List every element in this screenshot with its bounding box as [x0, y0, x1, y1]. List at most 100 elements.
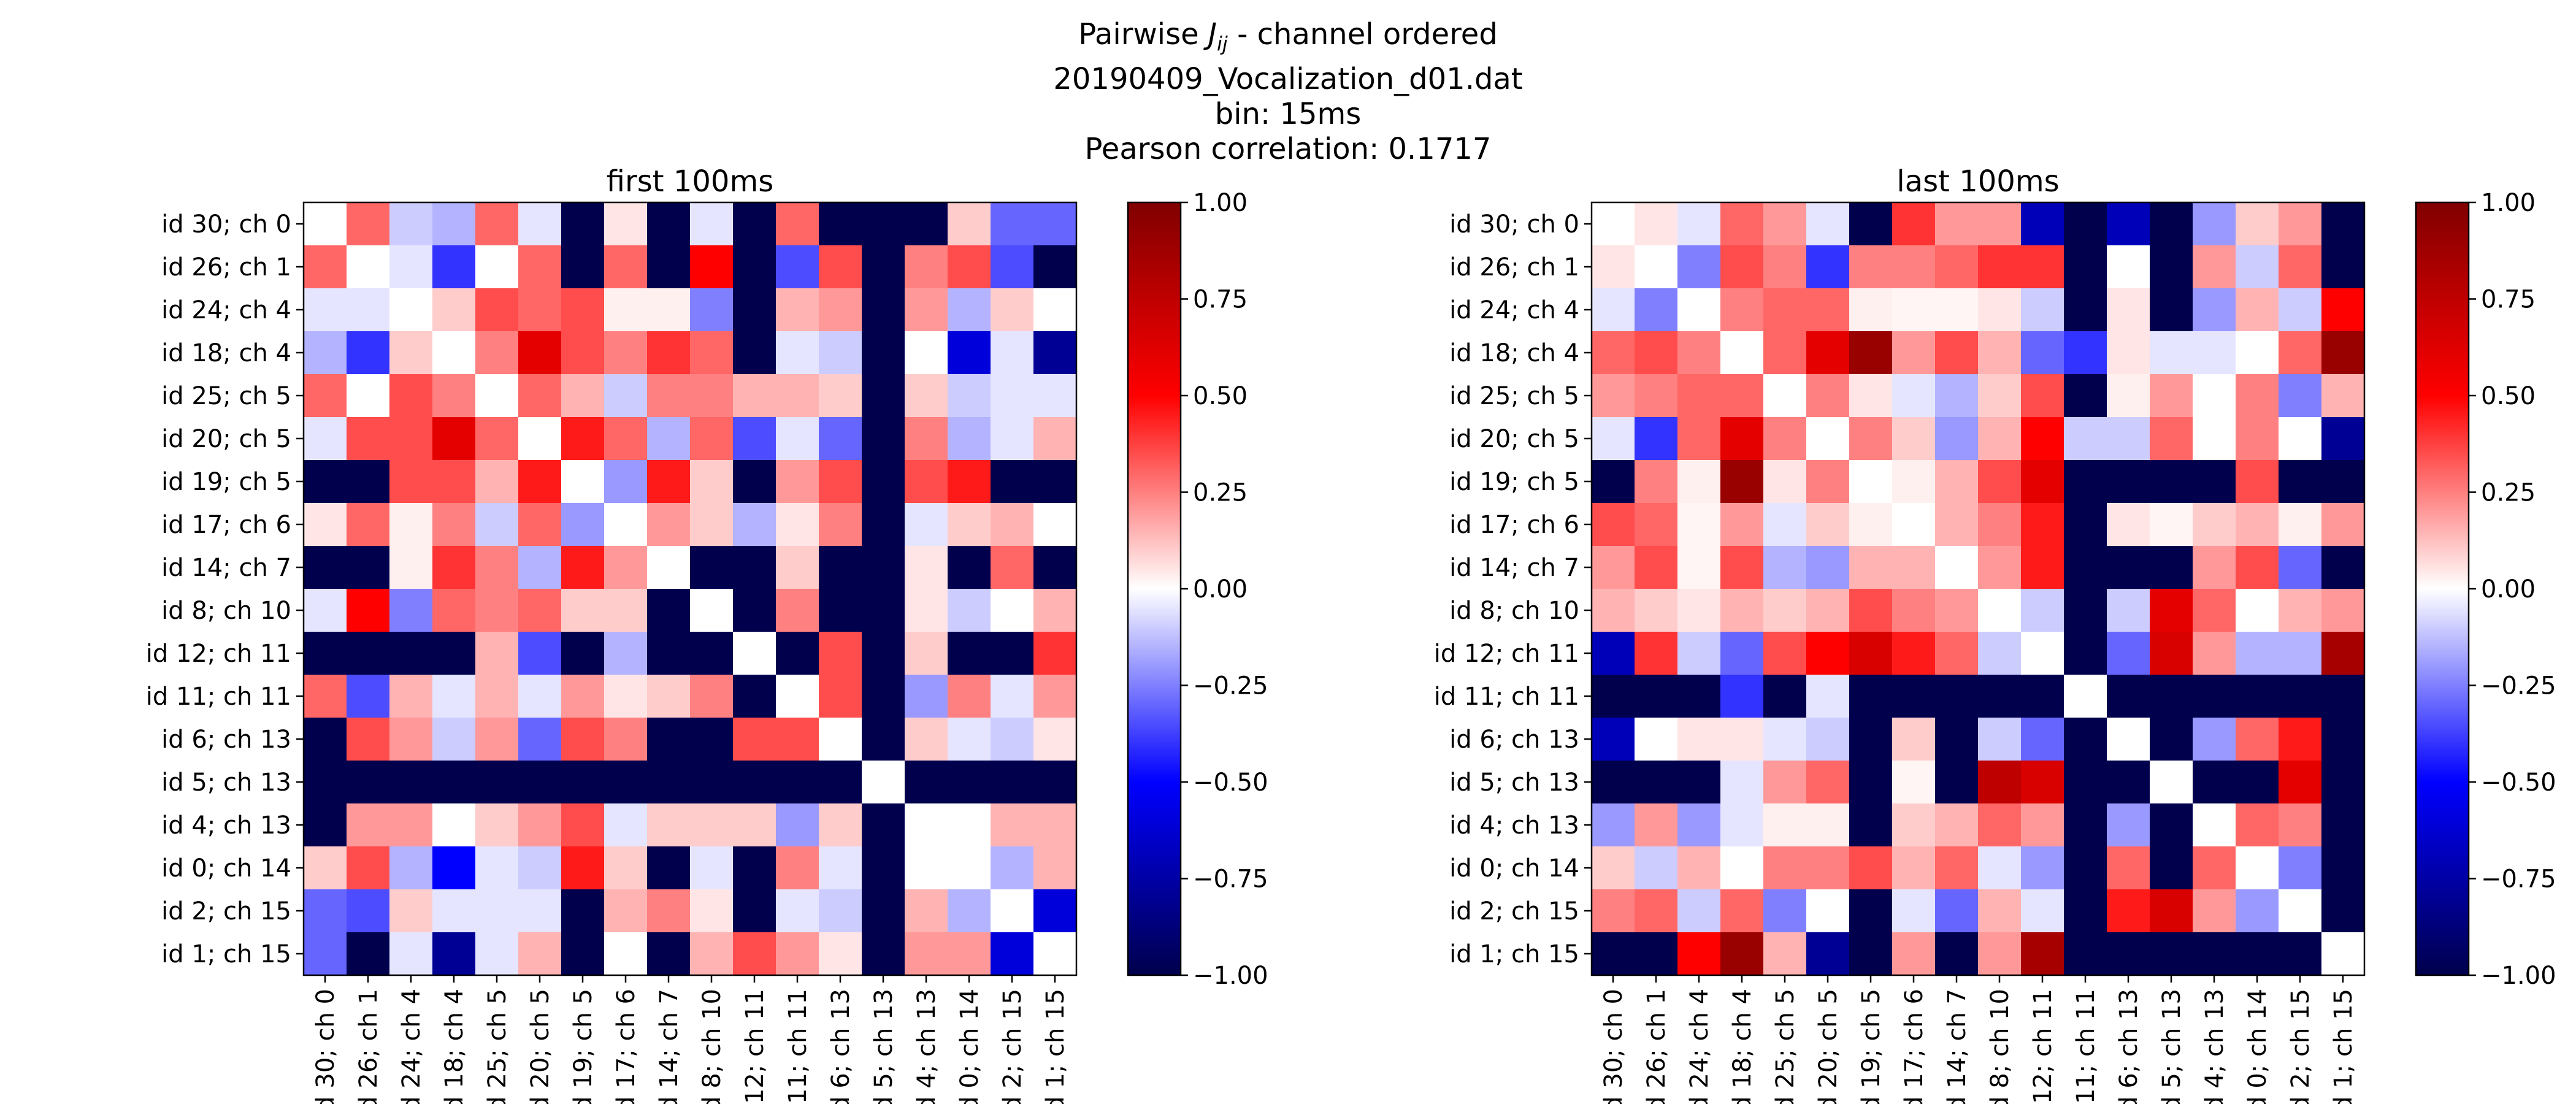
heatmap-cell	[1806, 932, 1850, 976]
heatmap-cell	[991, 675, 1034, 718]
heatmap-cell	[647, 803, 691, 847]
x-tick-label: id 5; ch 13	[870, 989, 898, 1104]
heatmap-cell	[2150, 803, 2193, 847]
heatmap-cell	[690, 374, 734, 418]
heatmap-cell	[2150, 374, 2193, 418]
heatmap-cell	[475, 288, 519, 332]
heatmap-cell	[1635, 245, 1678, 289]
y-tick-label: id 0; ch 14	[161, 854, 291, 883]
heatmap-cell	[2279, 589, 2322, 632]
heatmap-cell	[2279, 846, 2322, 890]
heatmap-cell	[1677, 589, 1721, 632]
heatmap-cell	[475, 374, 519, 418]
heatmap-cell	[1892, 803, 1936, 847]
y-tick-label: id 30; ch 0	[1449, 210, 1579, 239]
heatmap-cell	[1635, 331, 1678, 375]
heatmap-cell	[1978, 932, 2022, 976]
x-tick-label: id 14; ch 7	[1943, 989, 1971, 1104]
x-tick-label: id 30; ch 0	[312, 989, 340, 1104]
heatmap-cell	[2064, 675, 2107, 718]
heatmap-cell	[304, 589, 347, 632]
x-tick-label: id 2; ch 15	[2287, 989, 2315, 1104]
heatmap-cell	[733, 761, 776, 804]
heatmap-cell	[475, 846, 519, 890]
heatmap-cell	[1935, 589, 1979, 632]
heatmap-cell	[2236, 632, 2279, 675]
heatmap-cell	[2321, 761, 2365, 804]
heatmap-cell	[2064, 460, 2107, 504]
heatmap-cell	[2236, 932, 2279, 976]
heatmap-cell	[1763, 331, 1807, 375]
heatmap-cell	[518, 718, 562, 761]
heatmap-cell	[2279, 503, 2322, 546]
x-tick-label: id 0; ch 14	[956, 989, 984, 1104]
heatmap-cell	[604, 546, 648, 589]
heatmap-cell	[389, 331, 433, 375]
heatmap-cell	[561, 288, 605, 332]
heatmap-cell	[2150, 932, 2193, 976]
heatmap-cell	[518, 202, 562, 246]
heatmap-cell	[690, 503, 734, 546]
heatmap-cell	[347, 846, 390, 890]
heatmap-cell	[733, 675, 776, 718]
heatmap-cell	[690, 288, 734, 332]
colorbar-tick-label: 0.50	[2481, 382, 2536, 410]
y-tick-label: id 2; ch 15	[161, 897, 291, 926]
colorbar-tick-label: −0.25	[2481, 672, 2556, 700]
heatmap-cell	[1592, 288, 1635, 332]
heatmap-cell	[1849, 889, 1893, 933]
heatmap-cell	[2107, 718, 2150, 761]
y-tick-label: id 8; ch 10	[161, 597, 291, 625]
heatmap-cell	[733, 460, 776, 504]
heatmap-cell	[2107, 374, 2150, 418]
heatmap-cell	[432, 718, 476, 761]
colorbar-tick-label: 1.00	[1193, 189, 1248, 217]
colorbar-tick-label: −0.75	[2481, 865, 2556, 894]
heatmap-cell	[518, 374, 562, 418]
heatmap-cell	[1635, 417, 1678, 461]
heatmap-cell	[1806, 202, 1850, 246]
heatmap-cell	[1849, 460, 1893, 504]
heatmap-cell	[518, 803, 562, 847]
heatmap-cell	[991, 374, 1034, 418]
heatmap-cell	[2321, 460, 2365, 504]
heatmap-cell	[1592, 889, 1635, 933]
y-tick-label: id 0; ch 14	[1449, 854, 1579, 883]
heatmap-cell	[2193, 803, 2236, 847]
heatmap-cell	[819, 932, 862, 976]
heatmap-cell	[1849, 288, 1893, 332]
heatmap-cell	[2321, 503, 2365, 546]
heatmap-cell	[690, 417, 734, 461]
heatmap-cell	[862, 932, 905, 976]
heatmap-cell	[347, 889, 390, 933]
heatmap-cell	[1033, 761, 1077, 804]
heatmap-cell	[1635, 546, 1678, 589]
heatmap-cell	[690, 632, 734, 675]
heatmap-cell	[819, 803, 862, 847]
heatmap-cell	[819, 417, 862, 461]
heatmap-cell	[2150, 503, 2193, 546]
heatmap-cell	[2193, 503, 2236, 546]
heatmap-cell	[561, 460, 605, 504]
heatmap-cell	[518, 632, 562, 675]
heatmap-cell	[819, 632, 862, 675]
heatmap-cell	[948, 846, 991, 890]
x-tick-label: id 4; ch 13	[913, 989, 941, 1104]
heatmap-cell	[389, 803, 433, 847]
heatmap-cell	[2064, 546, 2107, 589]
heatmap-cell	[2279, 202, 2322, 246]
heatmap-cell	[2064, 503, 2107, 546]
heatmap-cell	[475, 460, 519, 504]
heatmap-cell	[1935, 546, 1979, 589]
heatmap-cell	[905, 632, 948, 675]
x-tick-label: id 17; ch 6	[1900, 989, 1928, 1104]
colorbar-tick-label: 0.00	[1193, 575, 1248, 604]
heatmap-cell	[647, 761, 691, 804]
heatmap-cell	[2193, 761, 2236, 804]
heatmap-cell	[1763, 546, 1807, 589]
heatmap-cell	[1635, 932, 1678, 976]
heatmap-cell	[1806, 803, 1850, 847]
heatmap-cell	[1849, 932, 1893, 976]
heatmap-cell	[1978, 288, 2022, 332]
heatmap-cell	[1935, 889, 1979, 933]
